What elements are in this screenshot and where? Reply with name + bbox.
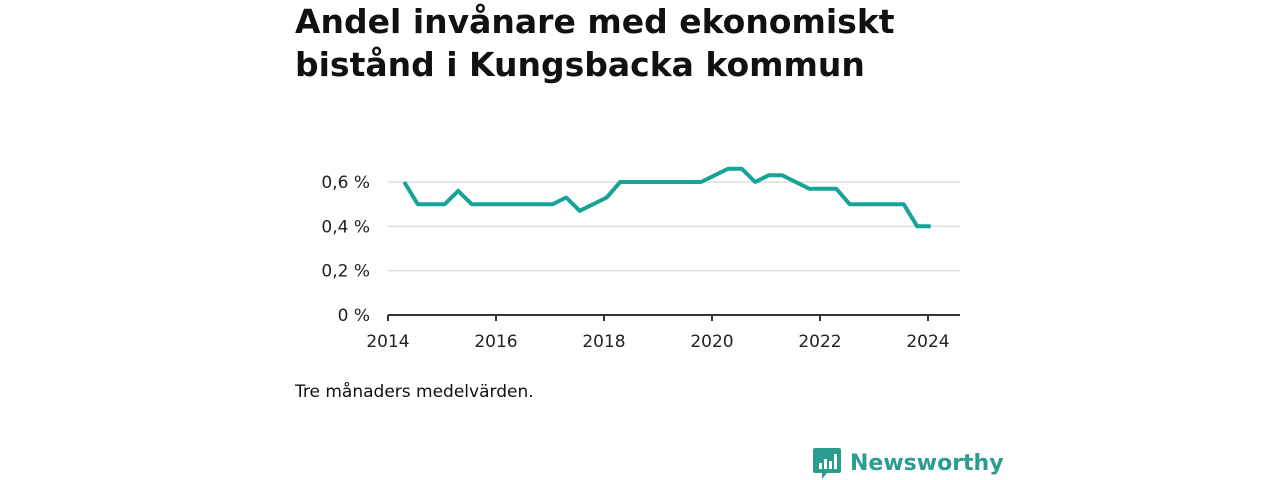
y-tick-labels: 0 % 0,2 % 0,4 % 0,6 % (321, 173, 370, 326)
x-tick-label: 2018 (582, 332, 625, 352)
grid-lines (388, 181, 960, 272)
x-tick-label: 2022 (798, 332, 841, 352)
y-tick-label: 0 % (338, 306, 370, 326)
y-tick-label: 0,4 % (321, 217, 370, 237)
series (402, 166, 931, 229)
x-tick-label: 2016 (474, 332, 517, 352)
chart-title: Andel invånare med ekonomiskt bistånd i … (295, 2, 895, 84)
x-tick-label: 2024 (906, 332, 949, 352)
footnote: Tre månaders medelvärden. (295, 382, 534, 402)
x-tick-label: 2020 (690, 332, 733, 352)
newsworthy-logo-icon (813, 448, 841, 479)
x-tick-labels: 2014 2016 2018 2020 2022 2024 (366, 332, 949, 352)
y-tick-label: 0,6 % (321, 173, 370, 193)
series-line (402, 166, 931, 229)
brand-logo: Newsworthy (812, 446, 1004, 480)
x-axis (387, 314, 960, 321)
brand-name: Newsworthy (850, 450, 1004, 476)
line-chart: 0 %0,2 %0,4 %0,6 % 2014 2016 2018 2020 2022 2… (321, 166, 960, 352)
x-tick-label: 2014 (366, 332, 409, 352)
y-tick-label: 0,2 % (321, 262, 370, 282)
